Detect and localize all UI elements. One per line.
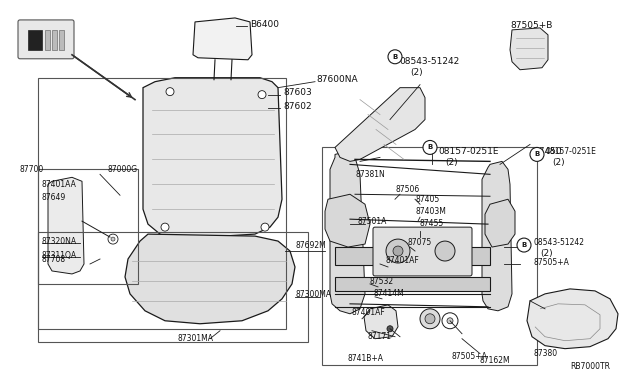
Polygon shape — [325, 194, 370, 247]
Bar — [38, 232, 308, 342]
Text: 87300MA: 87300MA — [296, 291, 332, 299]
Text: 87403M: 87403M — [416, 207, 447, 216]
Polygon shape — [143, 78, 282, 239]
Text: 87649: 87649 — [42, 193, 67, 202]
Circle shape — [420, 309, 440, 329]
Text: 87532: 87532 — [370, 278, 394, 286]
Polygon shape — [482, 161, 512, 311]
Text: (2): (2) — [445, 158, 458, 167]
Text: 87505+A: 87505+A — [533, 259, 569, 267]
Text: 87381N: 87381N — [355, 170, 385, 179]
Text: 87401AF: 87401AF — [385, 257, 419, 266]
Text: B: B — [534, 151, 540, 157]
Circle shape — [442, 313, 458, 329]
Text: 87600NA: 87600NA — [316, 75, 358, 84]
Text: 87708: 87708 — [42, 254, 66, 263]
Bar — [335, 247, 490, 265]
Polygon shape — [193, 18, 252, 60]
Bar — [28, 30, 42, 50]
Text: 87505+B: 87505+B — [510, 22, 552, 31]
Text: 08157-0251E: 08157-0251E — [438, 147, 499, 156]
FancyBboxPatch shape — [18, 20, 74, 59]
Text: 87000G: 87000G — [108, 165, 138, 174]
Text: 87505+A: 87505+A — [452, 352, 488, 361]
Circle shape — [258, 91, 266, 99]
Bar — [52, 30, 57, 50]
Circle shape — [387, 326, 393, 332]
Text: 87171: 87171 — [368, 332, 392, 341]
Text: 87603: 87603 — [283, 88, 312, 97]
Text: B6400: B6400 — [250, 20, 279, 29]
Circle shape — [393, 246, 403, 256]
Text: 87075: 87075 — [408, 238, 432, 247]
FancyBboxPatch shape — [373, 227, 472, 276]
Circle shape — [435, 241, 455, 261]
Text: 87700: 87700 — [20, 165, 44, 174]
Bar — [335, 277, 490, 291]
Text: 87401AF: 87401AF — [352, 308, 386, 317]
Text: B: B — [522, 242, 527, 248]
Polygon shape — [485, 199, 515, 247]
Circle shape — [386, 239, 410, 263]
Text: 08543-51242: 08543-51242 — [399, 57, 460, 66]
Text: RB7000TR: RB7000TR — [570, 362, 610, 371]
Polygon shape — [510, 28, 548, 70]
Text: 87380: 87380 — [533, 349, 557, 358]
Circle shape — [425, 314, 435, 324]
Circle shape — [111, 237, 115, 241]
Text: 87501A: 87501A — [358, 217, 387, 226]
Text: 87414M: 87414M — [373, 289, 404, 298]
Text: 87401AA: 87401AA — [42, 180, 77, 189]
Text: 08157-0251E: 08157-0251E — [546, 147, 597, 156]
Text: 87506: 87506 — [395, 185, 419, 194]
Text: 87692M: 87692M — [295, 241, 326, 250]
Text: B: B — [428, 144, 433, 150]
Bar — [38, 169, 138, 284]
Circle shape — [447, 318, 453, 324]
Bar — [59, 30, 64, 50]
Text: 08543-51242: 08543-51242 — [533, 238, 584, 247]
Circle shape — [517, 238, 531, 252]
Polygon shape — [48, 177, 84, 274]
Polygon shape — [527, 289, 618, 349]
Text: (2): (2) — [410, 68, 422, 77]
Text: 87602: 87602 — [283, 102, 312, 111]
Text: 87320NA: 87320NA — [42, 237, 77, 246]
Circle shape — [530, 147, 544, 161]
Bar — [38, 78, 286, 329]
Circle shape — [108, 234, 118, 244]
Polygon shape — [364, 305, 398, 339]
Text: 87311QA: 87311QA — [42, 250, 77, 260]
Text: 87301MA: 87301MA — [178, 334, 214, 343]
Text: 87450: 87450 — [533, 147, 562, 156]
Text: (2): (2) — [552, 158, 564, 167]
Circle shape — [388, 50, 402, 64]
Bar — [45, 30, 50, 50]
Circle shape — [261, 223, 269, 231]
Text: 87405: 87405 — [416, 195, 440, 204]
Polygon shape — [335, 88, 425, 161]
Polygon shape — [125, 234, 295, 324]
Circle shape — [161, 223, 169, 231]
Text: 8741B+A: 8741B+A — [348, 354, 384, 363]
Text: 87162M: 87162M — [480, 356, 511, 365]
Bar — [322, 147, 537, 365]
Circle shape — [166, 88, 174, 96]
Polygon shape — [330, 151, 365, 314]
Text: (2): (2) — [540, 248, 552, 257]
Circle shape — [423, 141, 437, 154]
Text: B: B — [392, 54, 397, 60]
Text: 87455: 87455 — [420, 219, 444, 228]
